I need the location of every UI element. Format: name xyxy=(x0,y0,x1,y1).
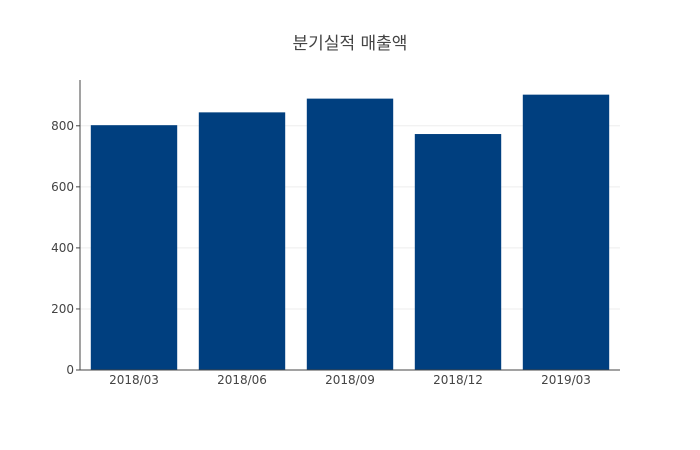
y-tick-label: 0 xyxy=(66,363,74,377)
chart-title: 분기실적 매출액 xyxy=(293,34,408,54)
x-tick-label: 2018/12 xyxy=(433,373,483,387)
bar xyxy=(90,125,178,370)
x-tick-label: 2019/03 xyxy=(541,373,591,387)
bar xyxy=(306,98,394,370)
bars xyxy=(90,94,610,370)
y-axis: 0 200 400 600 800 xyxy=(51,80,81,377)
y-tick-label: 200 xyxy=(51,302,74,316)
bar xyxy=(414,134,502,370)
x-tick-label: 2018/09 xyxy=(325,373,375,387)
y-tick-label: 600 xyxy=(51,180,74,194)
y-tick-label: 400 xyxy=(51,241,74,255)
bar xyxy=(198,112,286,370)
x-tick-label: 2018/06 xyxy=(217,373,267,387)
y-tick-label: 800 xyxy=(51,119,74,133)
x-axis: 2018/03 2018/06 2018/09 2018/12 2019/03 xyxy=(80,369,620,387)
bar xyxy=(522,94,610,370)
x-tick-label: 2018/03 xyxy=(109,373,159,387)
